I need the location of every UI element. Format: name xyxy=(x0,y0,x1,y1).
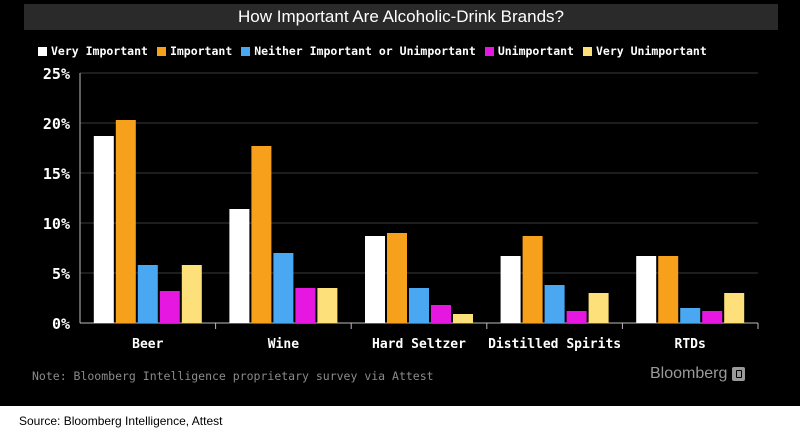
bar xyxy=(658,256,679,323)
bar xyxy=(229,209,250,323)
bar-chart: 0% 5% 10% 15% 20% 25% Beer Wine Hard Seltzer Dist… xyxy=(43,65,759,352)
bar xyxy=(724,293,745,323)
legend-label: Neither Important or Unimportant xyxy=(254,44,476,58)
legend-item: Neither Important or Unimportant xyxy=(241,44,476,58)
legend-item: Very Unimportant xyxy=(582,44,707,58)
bar xyxy=(680,308,701,323)
bar xyxy=(588,293,609,323)
terminal-icon xyxy=(732,367,746,381)
bar xyxy=(500,256,521,323)
legend-item: Very Important xyxy=(38,44,148,58)
y-tick-label: 20% xyxy=(43,115,70,133)
y-tick-label: 5% xyxy=(52,265,70,283)
legend-swatch xyxy=(241,46,251,56)
brand-logo: Bloomberg xyxy=(650,365,746,383)
bar xyxy=(453,314,473,323)
y-tick-label: 10% xyxy=(43,215,70,233)
legend-label: Important xyxy=(169,44,233,58)
bar xyxy=(295,288,316,323)
x-tick-label: Wine xyxy=(268,337,299,352)
bar xyxy=(159,291,180,323)
footer xyxy=(0,406,800,433)
bar xyxy=(636,256,657,323)
legend-label: Very Important xyxy=(51,44,148,58)
legend-swatch xyxy=(582,46,592,56)
legend-item: Important xyxy=(156,44,233,58)
bar xyxy=(181,265,202,323)
chart-title: How Important Are Alcoholic-Drink Brands… xyxy=(24,4,778,30)
legend-label: Unimportant xyxy=(497,44,574,58)
bar xyxy=(431,305,451,323)
x-tick-label: Distilled Spirits xyxy=(488,337,621,352)
bar xyxy=(317,288,338,323)
y-tick-label: 0% xyxy=(52,315,70,333)
bar xyxy=(387,233,407,323)
bar xyxy=(409,288,429,323)
chart-note: Note: Bloomberg Intelligence proprietary… xyxy=(32,369,434,383)
bar xyxy=(93,136,114,323)
bar xyxy=(365,236,385,323)
x-tick-label: RTDs xyxy=(675,337,706,352)
bar xyxy=(522,236,543,323)
bar xyxy=(115,120,136,323)
legend-swatch xyxy=(38,46,47,56)
y-tick-label: 25% xyxy=(43,65,70,83)
legend-swatch xyxy=(156,46,166,56)
y-tick-label: 15% xyxy=(43,165,70,183)
bar xyxy=(273,253,294,323)
chart-legend: Very Important Important Neither Important… xyxy=(38,43,716,59)
x-tick-label: Beer xyxy=(132,337,163,352)
bar xyxy=(702,311,723,323)
brand-name: Bloomberg xyxy=(650,365,728,382)
bar xyxy=(251,146,272,323)
legend-swatch xyxy=(484,46,494,56)
bar xyxy=(137,265,158,323)
legend-item: Unimportant xyxy=(484,44,574,58)
legend-label: Very Unimportant xyxy=(595,44,707,58)
x-tick-label: Hard Seltzer xyxy=(372,337,466,352)
bar xyxy=(544,285,565,323)
source-note: Source: Bloomberg Intelligence, Attest xyxy=(19,414,223,428)
bar xyxy=(566,311,587,323)
